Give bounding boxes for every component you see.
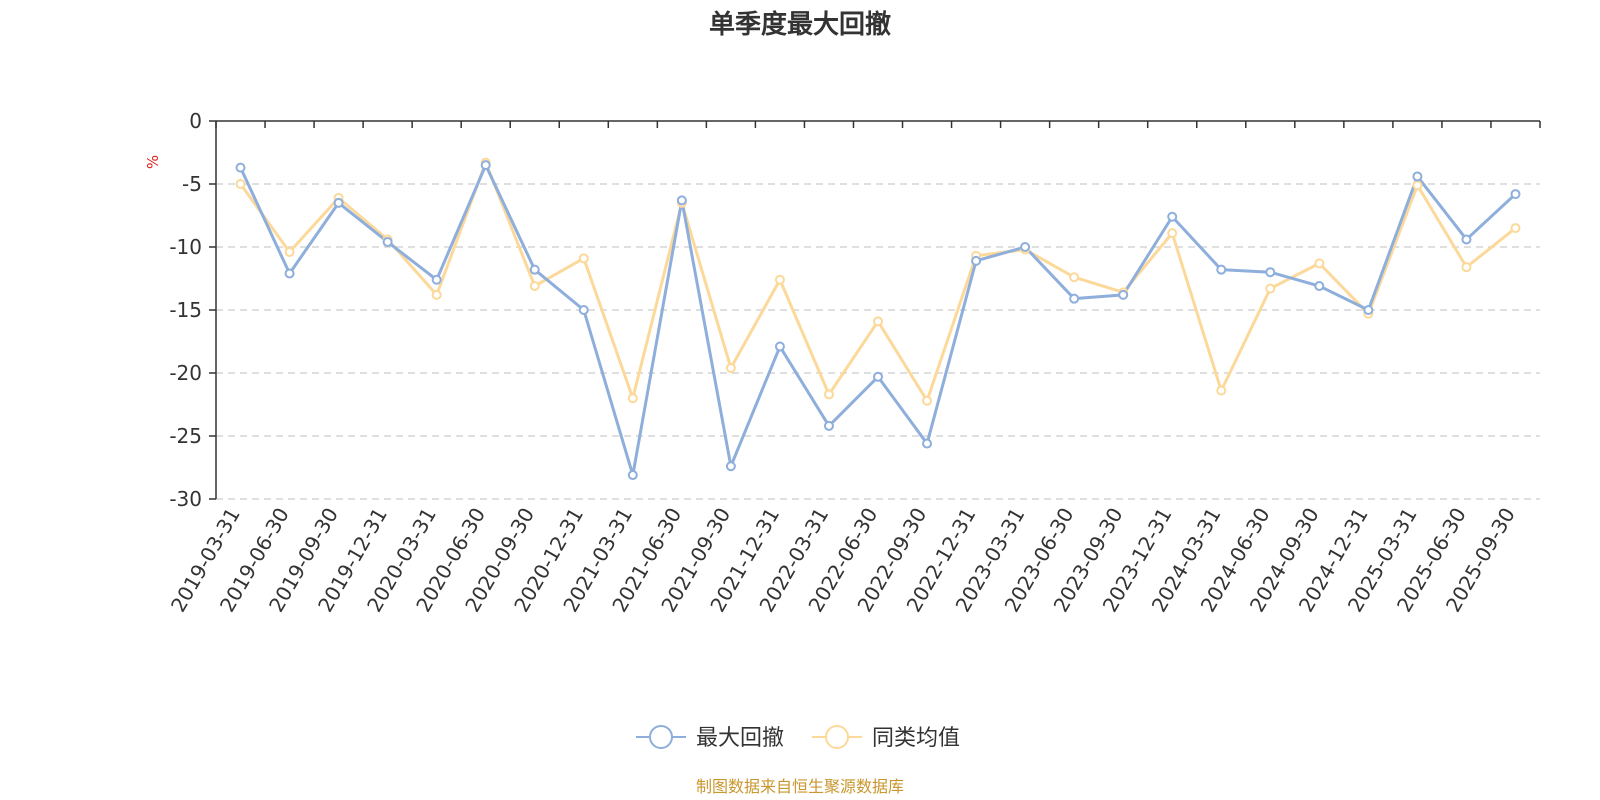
y-tick-label: -30 bbox=[169, 487, 202, 511]
data-point[interactable] bbox=[431, 289, 442, 300]
axes: 0-5-10-15-20-25-302019-03-312019-06-3020… bbox=[166, 109, 1541, 616]
data-point[interactable] bbox=[235, 179, 246, 189]
data-point[interactable] bbox=[1314, 281, 1325, 292]
data-point[interactable] bbox=[1461, 262, 1472, 273]
data-point[interactable] bbox=[1412, 171, 1423, 182]
data-point[interactable] bbox=[1167, 228, 1178, 239]
data-point[interactable] bbox=[1510, 223, 1521, 234]
y-axis-unit-label: % bbox=[144, 155, 162, 169]
data-point[interactable] bbox=[1020, 242, 1031, 252]
y-tick-label: -15 bbox=[169, 298, 202, 322]
data-point[interactable] bbox=[578, 305, 589, 315]
data-point[interactable] bbox=[431, 274, 442, 285]
data-point[interactable] bbox=[1069, 272, 1080, 283]
data-point[interactable] bbox=[725, 362, 736, 373]
legend[interactable]: 最大回撤 同类均值 bbox=[636, 725, 960, 751]
y-tick-label: -10 bbox=[169, 235, 202, 259]
data-point[interactable] bbox=[529, 264, 540, 275]
data-point[interactable] bbox=[922, 438, 933, 449]
legend-item-1[interactable]: 最大回撤 bbox=[636, 725, 784, 751]
data-point[interactable] bbox=[382, 236, 393, 247]
chart-title: 单季度最大回撤 bbox=[709, 9, 891, 40]
legend-marker bbox=[825, 725, 849, 749]
y-tick-label: -5 bbox=[182, 172, 202, 196]
data-point[interactable] bbox=[774, 341, 785, 352]
data-point[interactable] bbox=[971, 255, 982, 266]
data-point[interactable] bbox=[1510, 189, 1521, 200]
grid-lines bbox=[216, 183, 1540, 500]
data-point[interactable] bbox=[823, 389, 834, 400]
data-point[interactable] bbox=[1412, 180, 1423, 191]
data-point[interactable] bbox=[480, 160, 491, 171]
legend-label: 同类均值 bbox=[872, 726, 960, 751]
data-source-note: 制图数据来自恒生聚源数据库 bbox=[696, 777, 904, 796]
data-point[interactable] bbox=[1461, 234, 1472, 245]
data-point[interactable] bbox=[873, 316, 883, 327]
series-lines bbox=[235, 157, 1521, 481]
data-point[interactable] bbox=[284, 247, 295, 258]
data-point[interactable] bbox=[529, 281, 540, 292]
y-tick-label: -20 bbox=[169, 361, 202, 385]
data-point[interactable] bbox=[1216, 385, 1227, 396]
data-point[interactable] bbox=[235, 162, 246, 173]
data-point[interactable] bbox=[873, 371, 883, 382]
data-point[interactable] bbox=[1118, 289, 1129, 300]
data-point[interactable] bbox=[1069, 293, 1080, 304]
data-point[interactable] bbox=[1167, 211, 1178, 222]
data-point[interactable] bbox=[774, 274, 785, 285]
legend-marker bbox=[649, 725, 673, 749]
data-point[interactable] bbox=[1314, 258, 1325, 269]
legend-label: 最大回撤 bbox=[696, 726, 784, 751]
series-line-2 bbox=[239, 161, 1517, 403]
data-point[interactable] bbox=[627, 470, 638, 481]
data-point[interactable] bbox=[1216, 264, 1227, 275]
data-point[interactable] bbox=[725, 461, 736, 472]
y-tick-label: 0 bbox=[189, 109, 202, 133]
data-point[interactable] bbox=[333, 197, 344, 208]
legend-item-2[interactable]: 同类均值 bbox=[812, 725, 960, 751]
y-tick-label: -25 bbox=[169, 424, 202, 448]
data-point[interactable] bbox=[1363, 305, 1374, 315]
data-point[interactable] bbox=[676, 195, 687, 206]
data-point[interactable] bbox=[627, 393, 638, 404]
data-point[interactable] bbox=[922, 395, 933, 406]
data-point[interactable] bbox=[1265, 267, 1276, 278]
data-point[interactable] bbox=[823, 420, 834, 431]
data-point[interactable] bbox=[1265, 283, 1276, 294]
data-point[interactable] bbox=[284, 268, 295, 279]
data-point[interactable] bbox=[578, 253, 589, 264]
